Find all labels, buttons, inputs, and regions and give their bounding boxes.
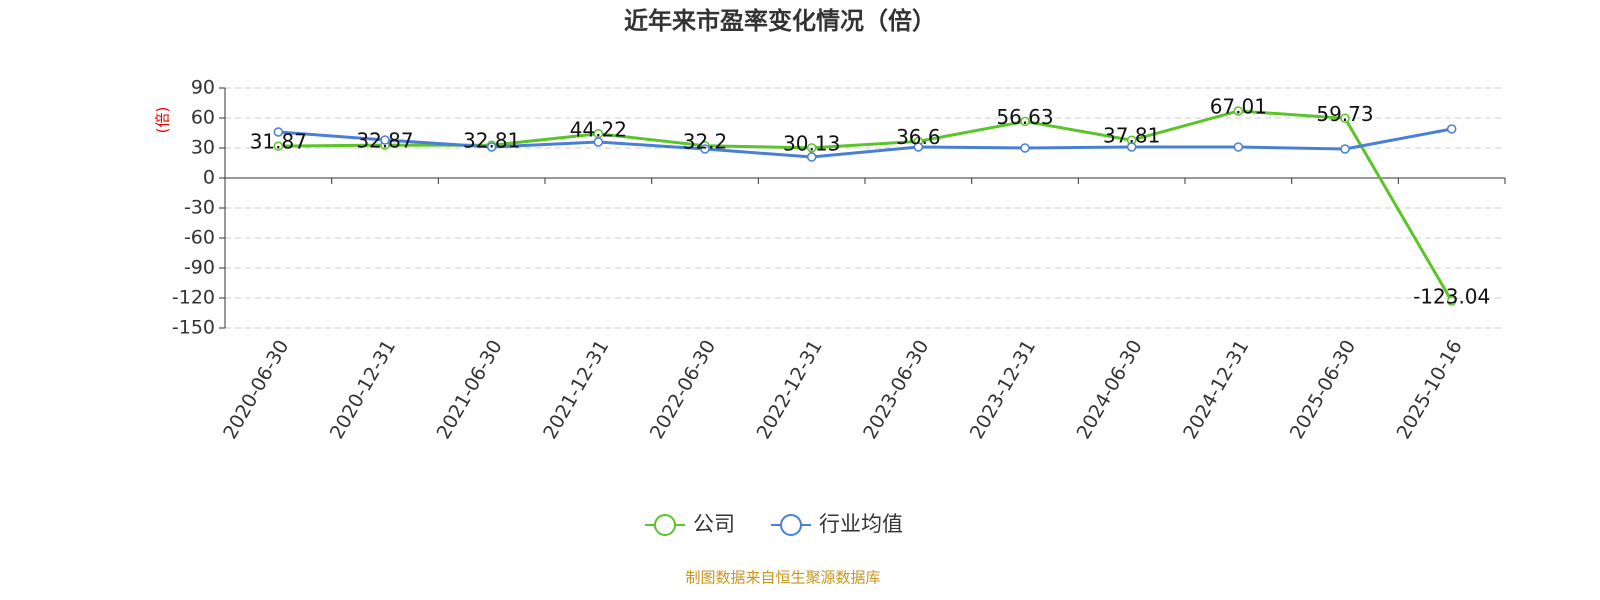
- x-tick-label: 2023-12-31: [966, 336, 1040, 443]
- data-point: [273, 127, 284, 137]
- x-tick-label: 2024-06-30: [1072, 336, 1146, 443]
- x-tick-label: 2024-12-31: [1179, 336, 1253, 443]
- data-point: [1446, 296, 1457, 306]
- y-tick-label: 0: [203, 167, 215, 189]
- y-tick-label: 30: [191, 137, 215, 159]
- data-point: [700, 144, 710, 154]
- data-point: [1233, 142, 1244, 152]
- data-label: 36.6: [896, 125, 941, 149]
- x-tick-label: 2021-06-30: [432, 336, 506, 443]
- data-point: [486, 142, 497, 152]
- data-label: 59.73: [1316, 102, 1373, 126]
- data-label: 44.22: [570, 117, 627, 141]
- data-point: [806, 143, 817, 153]
- x-tick-label: 2022-12-31: [752, 336, 826, 443]
- data-label: 56.63: [996, 105, 1053, 129]
- data-label: 32.81: [463, 129, 520, 153]
- data-point: [1446, 124, 1457, 134]
- y-tick-label: -90: [184, 257, 215, 279]
- source-note: 制图数据来自恒生聚源数据库: [685, 569, 880, 587]
- y-axis-label: (倍): [154, 107, 172, 134]
- data-point: [1233, 106, 1244, 116]
- x-tick-label: 2025-10-16: [1392, 336, 1466, 443]
- data-label: 31.87: [250, 130, 307, 154]
- data-point: [380, 135, 390, 145]
- legend-label: 行业均值: [819, 512, 903, 536]
- data-label: -123.04: [1413, 285, 1490, 309]
- chart-title: 近年来市盈率变化情况（倍）: [624, 7, 936, 35]
- series-line: [278, 127, 1452, 159]
- data-point: [1020, 143, 1030, 153]
- data-label: 30.13: [783, 131, 840, 155]
- legend-marker: [654, 514, 676, 536]
- data-point: [1340, 144, 1350, 154]
- y-tick-label: 90: [191, 77, 215, 99]
- x-tick-label: 2023-06-30: [859, 336, 933, 443]
- y-tick-label: -60: [184, 227, 215, 249]
- data-point: [913, 142, 924, 152]
- data-point: [1020, 116, 1030, 127]
- x-tick-label: 2022-06-30: [646, 336, 720, 443]
- legend-label: 公司: [693, 512, 735, 536]
- data-label: 32.87: [356, 129, 413, 153]
- x-tick-label: 2021-12-31: [539, 336, 613, 443]
- y-tick-label: -120: [172, 287, 215, 309]
- data-label: 67.01: [1210, 94, 1267, 118]
- data-point: [273, 141, 284, 151]
- data-point: [593, 137, 604, 147]
- y-tick-label: -30: [184, 197, 215, 219]
- data-label: 32.2: [683, 129, 728, 153]
- legend-marker: [780, 514, 802, 536]
- data-point: [806, 152, 817, 162]
- data-label: 37.81: [1103, 124, 1160, 148]
- x-tick-label: 2020-12-31: [326, 336, 400, 443]
- data-point: [1340, 113, 1350, 124]
- y-tick-label: 60: [191, 107, 215, 129]
- x-tick-label: 2025-06-30: [1286, 336, 1360, 443]
- y-tick-label: -150: [172, 317, 215, 339]
- x-tick-label: 2020-06-30: [219, 336, 293, 443]
- data-point: [1126, 142, 1137, 152]
- series-line: [278, 109, 1453, 302]
